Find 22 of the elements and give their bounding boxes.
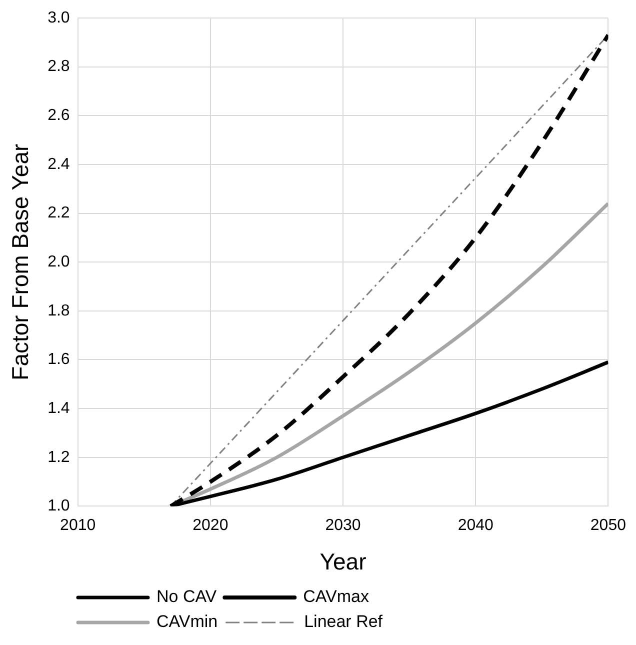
x-tick-label: 2030: [325, 517, 361, 534]
y-tick-label: 1.8: [48, 302, 70, 320]
y-tick-label: 2.4: [48, 156, 70, 173]
x-tick-label: 2040: [458, 517, 494, 534]
x-tick-label: 2050: [590, 517, 626, 534]
y-tick-label: 2.2: [48, 204, 70, 222]
legend-label: No CAV: [156, 587, 218, 606]
y-tick-label: 1.2: [48, 448, 70, 466]
y-tick-label: 3.0: [48, 9, 70, 26]
legend-label: Linear Ref: [304, 612, 383, 632]
x-tick-label: 2020: [192, 517, 228, 534]
legend-label: CAVmax: [303, 587, 370, 606]
y-tick-label: 1.0: [48, 498, 70, 515]
y-tick-label: 1.4: [48, 400, 70, 417]
y-axis-title: Factor From Base Year: [7, 144, 34, 380]
y-tick-label: 2.8: [48, 58, 70, 76]
x-tick-label: 2010: [60, 517, 96, 534]
y-tick-label: 2.0: [48, 254, 70, 271]
x-axis-title: Year: [320, 548, 367, 575]
legend-label: CAVmin: [156, 612, 218, 632]
y-tick-label: 2.6: [48, 107, 70, 124]
y-tick-label: 1.6: [48, 351, 70, 368]
